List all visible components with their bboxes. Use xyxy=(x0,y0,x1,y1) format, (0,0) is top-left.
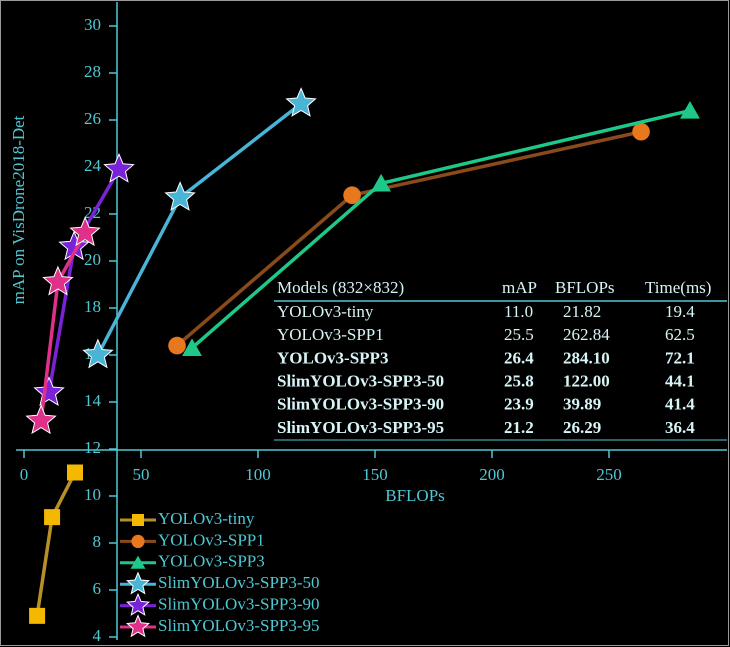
table-cell: SlimYOLOv3-SPP3-90 xyxy=(277,395,444,414)
table-cell: 23.9 xyxy=(504,395,534,414)
marker xyxy=(164,181,196,211)
marker xyxy=(44,509,61,526)
table-header: BFLOPs xyxy=(555,278,615,297)
marker xyxy=(103,152,135,183)
y-tick-label: 28 xyxy=(84,62,101,81)
marker xyxy=(680,101,700,119)
y-tick-label: 12 xyxy=(84,438,101,457)
marker xyxy=(42,265,74,296)
marker xyxy=(82,338,114,369)
table-cell: 122.00 xyxy=(563,372,610,391)
marker xyxy=(125,571,151,595)
y-tick-label: 10 xyxy=(84,485,101,504)
y-tick-label: 18 xyxy=(84,297,101,316)
table-cell: 25.8 xyxy=(504,372,534,391)
x-tick-label: 0 xyxy=(20,465,29,484)
y-tick-label: 24 xyxy=(84,156,102,175)
table-cell: SlimYOLOv3-SPP3-95 xyxy=(277,418,444,437)
y-tick-label: 6 xyxy=(93,579,102,598)
table-cell: 284.10 xyxy=(563,348,610,367)
legend-label: YOLOv3-SPP3 xyxy=(158,552,265,571)
marker xyxy=(343,186,361,204)
table-cell: YOLOv3-SPP1 xyxy=(277,325,384,344)
series-line xyxy=(96,102,303,356)
table-cell: 25.5 xyxy=(504,325,534,344)
series-line xyxy=(190,108,691,350)
y-tick-label: 14 xyxy=(84,391,102,410)
legend-label: SlimYOLOv3-SPP3-95 xyxy=(158,616,320,635)
table-cell: 11.0 xyxy=(504,302,533,321)
y-tick-label: 26 xyxy=(84,109,101,128)
y-tick-label: 4 xyxy=(93,626,102,645)
table-cell: SlimYOLOv3-SPP3-50 xyxy=(277,372,444,391)
marker xyxy=(67,464,84,481)
table-cell: YOLOv3-SPP3 xyxy=(277,348,388,367)
marker xyxy=(632,122,650,141)
table-cell: 39.89 xyxy=(563,395,601,414)
marker xyxy=(25,404,57,435)
table-cell: 19.4 xyxy=(665,302,695,321)
y-tick-label: 30 xyxy=(84,15,101,34)
marker xyxy=(130,555,146,569)
marker xyxy=(371,173,392,192)
marker xyxy=(29,607,46,624)
y-tick-label: 20 xyxy=(84,250,101,269)
marker xyxy=(168,336,186,355)
marker xyxy=(125,614,151,638)
y-tick-label: 8 xyxy=(93,532,102,551)
table-header: Time(ms) xyxy=(645,278,711,297)
legend-label: SlimYOLOv3-SPP3-50 xyxy=(158,573,320,592)
table-cell: 26.29 xyxy=(563,418,601,437)
table-header: mAP xyxy=(502,278,537,297)
legend-label: SlimYOLOv3-SPP3-90 xyxy=(158,595,320,614)
x-tick-label: 50 xyxy=(133,465,150,484)
x-tick-label: 150 xyxy=(362,465,388,484)
table-cell: 21.2 xyxy=(504,418,534,437)
x-tick-label: 250 xyxy=(596,465,622,484)
table-header: Models (832×832) xyxy=(277,278,404,297)
table-cell: 41.4 xyxy=(665,395,695,414)
table-cell: 44.1 xyxy=(665,372,695,391)
table-cell: 62.5 xyxy=(665,325,695,344)
marker xyxy=(182,338,202,356)
y-axis-label: mAP on VisDrone2018-Det xyxy=(9,115,28,304)
marker xyxy=(33,376,65,406)
table-cell: 72.1 xyxy=(665,348,695,367)
marker xyxy=(285,87,317,117)
table-cell: 262.84 xyxy=(563,325,610,344)
x-tick-label: 200 xyxy=(479,465,505,484)
marker xyxy=(131,534,145,549)
table-cell: 21.82 xyxy=(563,302,601,321)
legend-label: YOLOv3-SPP1 xyxy=(158,530,265,549)
table-cell: 36.4 xyxy=(665,418,695,437)
series-line xyxy=(35,471,77,617)
x-axis-label: BFLOPs xyxy=(385,486,445,505)
table-cell: YOLOv3-tiny xyxy=(277,302,374,321)
x-tick-label: 100 xyxy=(245,465,271,484)
marker xyxy=(125,592,151,616)
table-cell: 26.4 xyxy=(504,348,534,367)
legend-label: YOLOv3-tiny xyxy=(158,509,255,528)
marker xyxy=(69,216,101,247)
marker xyxy=(132,514,144,526)
